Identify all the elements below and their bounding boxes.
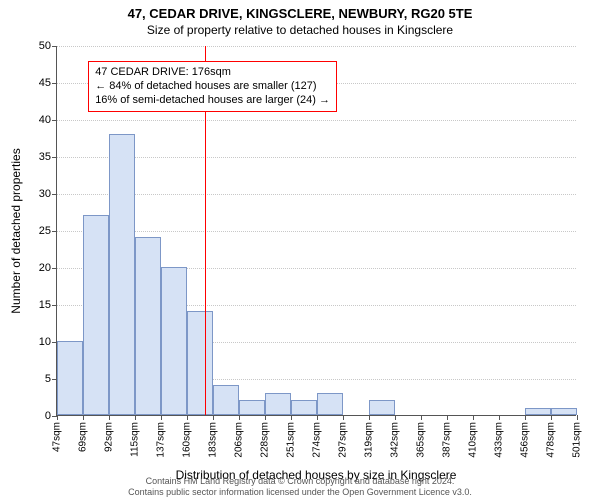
ytick-label: 0 [45,410,51,422]
xtick-label: 251sqm [286,422,297,458]
gridline-h [57,46,576,47]
histogram-bar [83,215,109,415]
ytick-mark [52,231,57,232]
xtick-mark [239,415,240,420]
xtick-mark [421,415,422,420]
ytick-label: 35 [39,151,51,163]
xtick-label: 160sqm [182,422,193,458]
annotation-line: ← 84% of detached houses are smaller (12… [95,79,330,93]
xtick-mark [265,415,266,420]
histogram-bar [265,393,291,415]
xtick-label: 92sqm [104,422,115,452]
ytick-label: 25 [39,225,51,237]
xtick-mark [447,415,448,420]
histogram-bar [291,400,317,415]
xtick-label: 387sqm [442,422,453,458]
chart-title-sub: Size of property relative to detached ho… [0,21,600,37]
xtick-mark [161,415,162,420]
annotation-line: 47 CEDAR DRIVE: 176sqm [95,65,330,79]
xtick-mark [499,415,500,420]
xtick-mark [187,415,188,420]
xtick-label: 228sqm [260,422,271,458]
xtick-label: 137sqm [156,422,167,458]
xtick-label: 115sqm [130,422,141,457]
xtick-label: 433sqm [494,422,505,458]
xtick-mark [577,415,578,420]
xtick-label: 274sqm [312,422,323,458]
ytick-mark [52,120,57,121]
histogram-bar [369,400,395,415]
xtick-mark [109,415,110,420]
histogram-bar [187,311,213,415]
ytick-mark [52,268,57,269]
xtick-mark [135,415,136,420]
ytick-label: 10 [39,336,51,348]
xtick-mark [473,415,474,420]
histogram-bar [551,408,577,415]
ytick-mark [52,46,57,47]
histogram-bar [161,267,187,415]
ytick-mark [52,194,57,195]
annotation-line: 16% of semi-detached houses are larger (… [95,93,330,107]
annotation-box: 47 CEDAR DRIVE: 176sqm← 84% of detached … [88,61,337,112]
chart-title-main: 47, CEDAR DRIVE, KINGSCLERE, NEWBURY, RG… [0,0,600,21]
y-axis-label: Number of detached properties [9,148,23,313]
ytick-mark [52,305,57,306]
histogram-bar [525,408,551,415]
chart-plot-wrap: Number of detached properties 0510152025… [56,46,576,416]
xtick-mark [291,415,292,420]
gridline-h [57,120,576,121]
xtick-label: 69sqm [78,422,89,452]
histogram-bar [239,400,265,415]
xtick-label: 297sqm [338,422,349,458]
xtick-label: 478sqm [546,422,557,458]
xtick-mark [525,415,526,420]
ytick-label: 30 [39,188,51,200]
xtick-label: 365sqm [416,422,427,458]
footer-line-1: Contains HM Land Registry data © Crown c… [0,476,600,487]
xtick-mark [83,415,84,420]
histogram-bar [213,385,239,415]
xtick-mark [213,415,214,420]
ytick-label: 15 [39,299,51,311]
histogram-bar [317,393,343,415]
ytick-label: 45 [39,77,51,89]
ytick-label: 50 [39,40,51,52]
xtick-mark [369,415,370,420]
histogram-bar [57,341,83,415]
xtick-label: 342sqm [390,422,401,458]
ytick-mark [52,83,57,84]
footer-attribution: Contains HM Land Registry data © Crown c… [0,476,600,498]
xtick-mark [395,415,396,420]
xtick-label: 410sqm [468,422,479,458]
ytick-mark [52,157,57,158]
xtick-label: 206sqm [234,422,245,458]
xtick-label: 319sqm [364,422,375,458]
xtick-mark [57,415,58,420]
ytick-label: 5 [45,373,51,385]
histogram-bar [109,134,135,415]
xtick-mark [343,415,344,420]
histogram-bar [135,237,161,415]
footer-line-2: Contains public sector information licen… [0,487,600,498]
chart-container: 47, CEDAR DRIVE, KINGSCLERE, NEWBURY, RG… [0,0,600,500]
ytick-label: 20 [39,262,51,274]
xtick-mark [551,415,552,420]
xtick-label: 47sqm [52,422,63,452]
xtick-label: 456sqm [520,422,531,458]
xtick-mark [317,415,318,420]
ytick-label: 40 [39,114,51,126]
xtick-label: 183sqm [208,422,219,458]
plot-area: 0510152025303540455047sqm69sqm92sqm115sq… [56,46,576,416]
xtick-label: 501sqm [572,422,583,458]
